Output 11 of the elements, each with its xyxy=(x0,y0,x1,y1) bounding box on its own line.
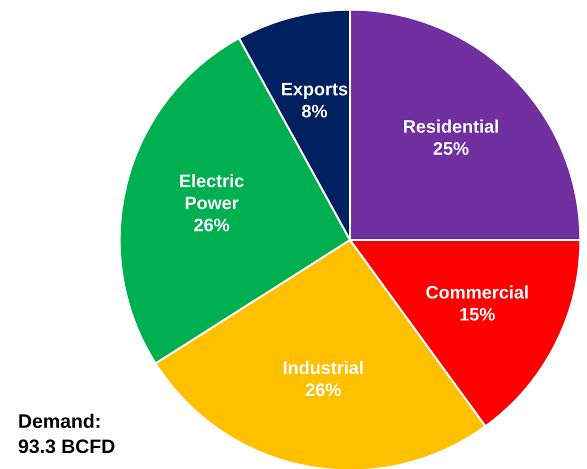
data-label: 26% xyxy=(306,383,341,396)
slice-label: Electric Power xyxy=(180,174,244,210)
data-label: 8% xyxy=(302,104,328,118)
slice-label: Exports xyxy=(282,82,348,100)
slice-label: Commercial xyxy=(426,285,528,299)
data-label: 25% xyxy=(434,142,469,155)
data-label: 15% xyxy=(460,308,495,321)
text: Demand: 93.3 BCFD xyxy=(18,414,114,454)
data-label: 26% xyxy=(194,218,230,232)
slice-label: Industrial xyxy=(284,360,363,374)
slice-label: Residential xyxy=(404,120,498,133)
